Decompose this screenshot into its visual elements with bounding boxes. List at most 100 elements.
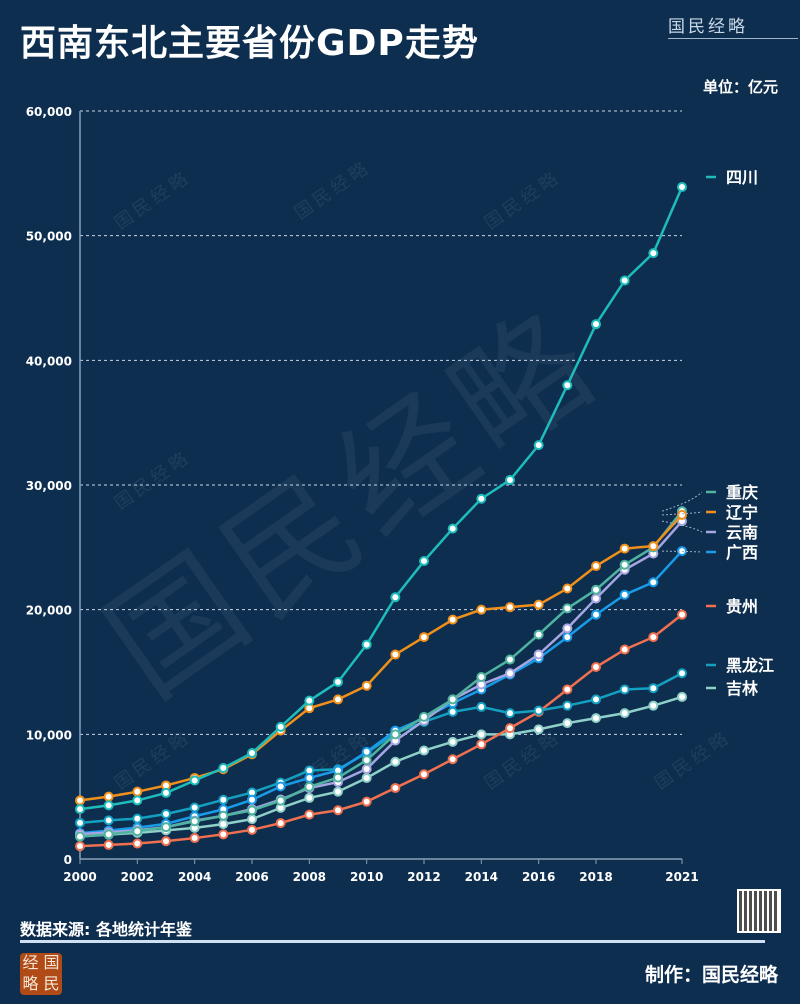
data-point [591, 561, 601, 572]
data-point [533, 440, 544, 451]
data-point [591, 319, 601, 330]
data-point [677, 668, 687, 679]
series-line-广西 [79, 550, 683, 835]
data-point [390, 756, 401, 767]
data-point [648, 700, 659, 711]
data-point [447, 706, 458, 717]
data-point [161, 822, 171, 833]
data-point [103, 815, 114, 826]
series-line-吉林 [79, 695, 683, 838]
data-point [132, 795, 143, 806]
data-point [189, 802, 200, 813]
x-tick-label: 2012 [407, 870, 440, 884]
data-point [103, 829, 114, 840]
data-point [390, 649, 401, 660]
data-point [619, 559, 630, 570]
data-point [247, 814, 257, 825]
legend-connector [661, 491, 703, 512]
data-point [333, 772, 343, 783]
data-point [333, 786, 343, 797]
data-point [476, 729, 487, 740]
watermark-text: 国民经略 [111, 446, 195, 514]
data-point [419, 769, 429, 780]
series-line-贵州 [79, 613, 683, 848]
data-point [619, 708, 630, 719]
data-point [619, 589, 630, 600]
data-point [333, 676, 343, 687]
data-point [562, 583, 573, 594]
data-point [648, 577, 659, 588]
watermark-text: 国民经略 [651, 726, 735, 794]
series-line-重庆 [79, 510, 683, 838]
series-line-四川 [79, 186, 684, 811]
data-point [161, 808, 171, 819]
seal-logo: 经 国 略 民 [20, 953, 62, 995]
data-point [161, 836, 171, 847]
y-tick-label: 30,000 [26, 479, 72, 493]
legend-label: 黑龙江 [726, 656, 774, 675]
x-tick-label: 2002 [121, 870, 154, 884]
x-tick-label: 2000 [63, 870, 96, 884]
x-tick-label: 2010 [350, 870, 383, 884]
data-point [505, 723, 515, 734]
data-point [533, 705, 544, 716]
seal-char: 略 [22, 974, 39, 993]
legend-label: 贵州 [726, 597, 758, 616]
data-point [591, 593, 601, 604]
seal-char: 经 [22, 953, 39, 972]
legend-connector [661, 511, 703, 516]
data-point [75, 817, 85, 828]
x-tick-label: 2018 [579, 870, 612, 884]
data-point [677, 609, 687, 620]
divider [20, 940, 765, 943]
data-point [247, 794, 257, 805]
data-point [361, 772, 372, 783]
watermark-text: 国民经略 [481, 166, 565, 234]
x-tick-label: 2006 [235, 870, 268, 884]
data-point [161, 787, 171, 798]
data-point [533, 599, 544, 610]
data-point [447, 694, 458, 705]
legend-connector [661, 550, 703, 553]
data-point [304, 809, 315, 820]
data-point [505, 668, 515, 679]
data-point [476, 739, 487, 750]
legend-label: 重庆 [726, 483, 758, 502]
data-point [476, 604, 487, 615]
data-point [505, 475, 515, 486]
data-point [419, 556, 429, 567]
data-point [562, 684, 573, 695]
data-point [275, 781, 286, 792]
qr-code [737, 889, 781, 933]
y-tick-label: 10,000 [26, 728, 72, 742]
brand-underline [668, 38, 798, 39]
data-point [476, 493, 487, 504]
data-point [562, 623, 573, 634]
data-point [103, 839, 114, 850]
data-point [75, 841, 85, 852]
x-tick-label: 2014 [465, 870, 498, 884]
data-point [677, 509, 687, 520]
data-point [390, 729, 401, 740]
data-point [218, 829, 229, 840]
data-point [419, 632, 429, 643]
data-point [361, 746, 372, 757]
y-tick-label: 20,000 [26, 604, 72, 618]
data-point [533, 629, 544, 640]
data-point [304, 781, 315, 792]
x-tick-label: 2021 [665, 870, 698, 884]
data-point [619, 275, 630, 286]
legend-label: 辽宁 [726, 503, 758, 522]
data-point [648, 632, 659, 643]
data-point [619, 644, 630, 655]
data-point [390, 592, 401, 603]
x-tick-label: 2008 [293, 870, 326, 884]
maker-credit: 制作：国民经略 [644, 964, 778, 986]
data-point [189, 833, 200, 844]
data-point [189, 775, 200, 786]
data-point [562, 603, 573, 614]
data-point [419, 711, 429, 722]
y-tick-label: 40,000 [26, 354, 72, 368]
data-point [505, 602, 515, 613]
data-point [333, 694, 343, 705]
